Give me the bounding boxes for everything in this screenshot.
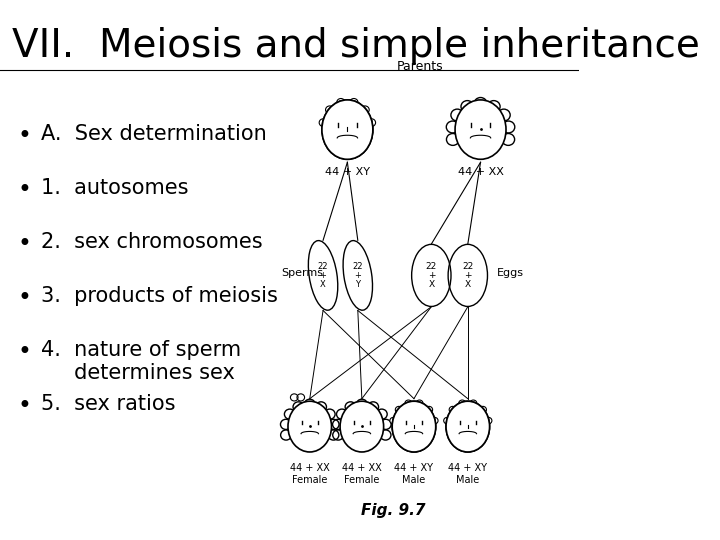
- Circle shape: [426, 407, 433, 413]
- Ellipse shape: [322, 100, 373, 159]
- Circle shape: [390, 417, 397, 424]
- Ellipse shape: [392, 401, 436, 452]
- Text: 22
+
X: 22 + X: [318, 262, 328, 289]
- Ellipse shape: [392, 401, 436, 452]
- Circle shape: [470, 400, 477, 407]
- Ellipse shape: [446, 401, 490, 452]
- Ellipse shape: [446, 401, 490, 452]
- Text: 44 + XX
Female: 44 + XX Female: [290, 463, 330, 485]
- Circle shape: [444, 417, 451, 424]
- Ellipse shape: [288, 401, 331, 452]
- Ellipse shape: [455, 100, 506, 159]
- Text: Sperms: Sperms: [281, 268, 323, 278]
- Circle shape: [459, 400, 466, 407]
- Text: 44 + XY
Male: 44 + XY Male: [395, 463, 433, 485]
- Text: •: •: [17, 232, 31, 256]
- Text: Parents: Parents: [397, 60, 443, 73]
- Circle shape: [319, 119, 328, 126]
- Text: 22
+
Y: 22 + Y: [353, 262, 363, 289]
- Text: 2.  sex chromosomes: 2. sex chromosomes: [40, 232, 262, 252]
- Circle shape: [480, 407, 487, 413]
- Text: 4.  nature of sperm
     determines sex: 4. nature of sperm determines sex: [40, 340, 240, 383]
- Text: A.  Sex determination: A. Sex determination: [40, 124, 266, 144]
- Circle shape: [361, 106, 369, 113]
- Text: 1.  autosomes: 1. autosomes: [40, 178, 188, 198]
- Text: 44 + XX: 44 + XX: [458, 167, 503, 177]
- Text: 5.  sex ratios: 5. sex ratios: [40, 394, 175, 414]
- Text: Fig. 9.7: Fig. 9.7: [361, 503, 426, 518]
- Text: •: •: [17, 178, 31, 202]
- Circle shape: [325, 106, 334, 113]
- Circle shape: [350, 98, 358, 106]
- Text: 22
+
X: 22 + X: [426, 262, 437, 289]
- Text: 22
+
X: 22 + X: [462, 262, 474, 289]
- Text: •: •: [17, 124, 31, 148]
- Text: •: •: [17, 286, 31, 310]
- Circle shape: [485, 417, 492, 424]
- Circle shape: [416, 400, 423, 407]
- Text: •: •: [17, 394, 31, 418]
- Ellipse shape: [322, 100, 373, 159]
- Text: •: •: [17, 340, 31, 364]
- Text: 44 + XY: 44 + XY: [325, 167, 370, 177]
- Text: 3.  products of meiosis: 3. products of meiosis: [40, 286, 277, 306]
- Circle shape: [337, 98, 345, 106]
- Circle shape: [405, 400, 412, 407]
- Circle shape: [431, 417, 438, 424]
- Ellipse shape: [340, 401, 384, 452]
- Circle shape: [449, 407, 456, 413]
- Circle shape: [395, 407, 402, 413]
- Circle shape: [367, 119, 376, 126]
- Text: VII.  Meiosis and simple inheritance: VII. Meiosis and simple inheritance: [12, 27, 699, 65]
- Text: 44 + XX
Female: 44 + XX Female: [342, 463, 382, 485]
- Text: 44 + XY
Male: 44 + XY Male: [449, 463, 487, 485]
- Text: Eggs: Eggs: [497, 268, 523, 278]
